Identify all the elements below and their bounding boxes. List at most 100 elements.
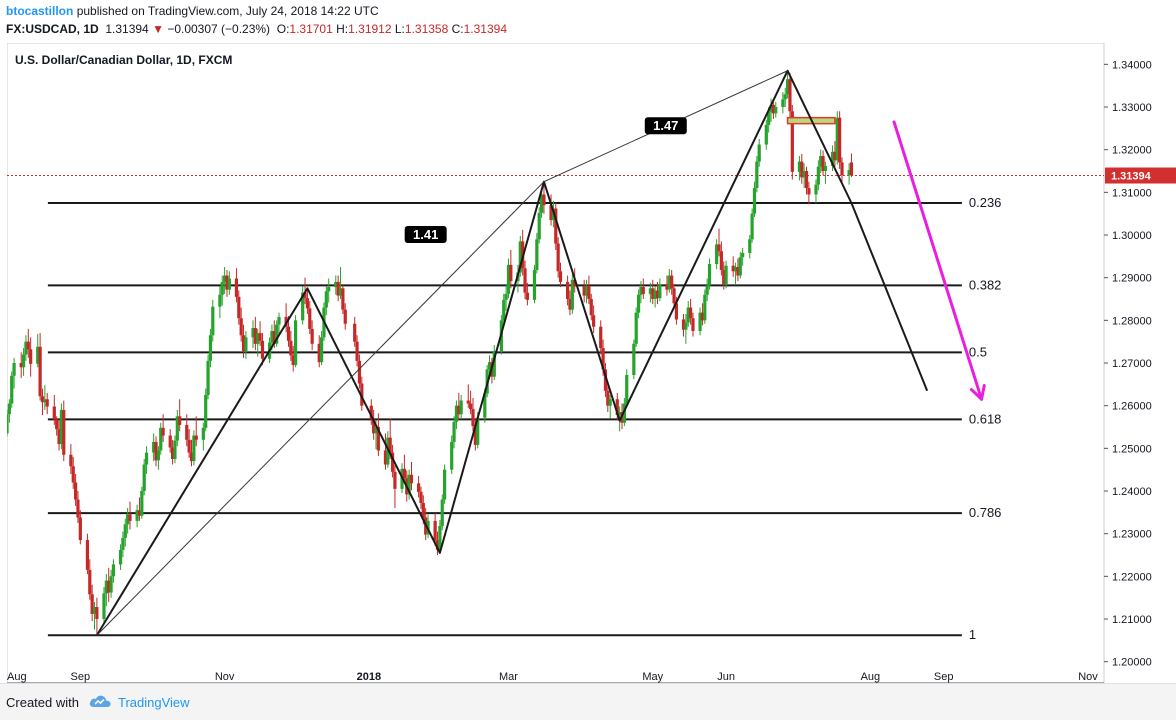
candle-body bbox=[253, 328, 257, 344]
candle-body bbox=[608, 399, 612, 406]
symbol-label: FX:USDCAD, 1D bbox=[6, 22, 99, 36]
candle-body bbox=[790, 111, 794, 172]
candle-body bbox=[634, 312, 638, 344]
candle-body bbox=[204, 395, 208, 428]
candle-body bbox=[175, 416, 179, 441]
price-axis-label: 1.32000 bbox=[1112, 145, 1152, 157]
candle-body bbox=[748, 239, 752, 253]
candle-body bbox=[733, 267, 738, 272]
candle-body bbox=[816, 166, 820, 185]
price-axis-label: 1.33000 bbox=[1112, 102, 1152, 114]
publish-line: btocastillon published on TradingView.co… bbox=[6, 4, 379, 18]
candle-body bbox=[819, 156, 823, 167]
footer: Created with TradingView bbox=[0, 683, 1176, 720]
candle-body bbox=[92, 607, 97, 614]
candle-body bbox=[833, 151, 837, 161]
price-axis-label: 1.30000 bbox=[1112, 230, 1152, 242]
candle-body bbox=[655, 290, 660, 299]
candle-body bbox=[69, 454, 73, 467]
candle-body bbox=[353, 323, 357, 342]
candle-body bbox=[121, 537, 125, 550]
candle-body bbox=[95, 607, 99, 619]
candle-body bbox=[457, 405, 461, 415]
change-down-icon: ▼ bbox=[152, 22, 164, 36]
chart-title: U.S. Dollar/Canadian Dollar, 1D, FXCM bbox=[15, 53, 232, 67]
candle-body bbox=[258, 333, 262, 341]
candle-body bbox=[88, 569, 92, 595]
candle-body bbox=[118, 549, 123, 565]
candle-body bbox=[26, 341, 30, 350]
candle-body bbox=[111, 564, 116, 577]
ohlc-line: FX:USDCAD, 1D 1.31394 ▼ −0.00307 (−0.23%… bbox=[6, 22, 507, 36]
candle-body bbox=[440, 499, 444, 526]
candle-body bbox=[849, 162, 854, 176]
candle-body bbox=[847, 170, 851, 176]
candle-body bbox=[771, 104, 775, 114]
candle-body bbox=[402, 468, 406, 479]
candle-body bbox=[38, 346, 42, 397]
time-axis-label: Sep bbox=[934, 671, 954, 683]
axes: 1.20000 1.21000 1.22000 1.23000 1.24000 1.250… bbox=[6, 59, 1176, 687]
candle-body bbox=[327, 287, 331, 292]
chart-svg[interactable]: U.S. Dollar/Canadian Dollar, 1D, FXCM 0.… bbox=[3, 42, 1176, 687]
candle-body bbox=[741, 252, 745, 258]
candle-body bbox=[840, 162, 844, 176]
candle-body bbox=[435, 540, 440, 550]
forecast-arrow-head bbox=[969, 384, 986, 401]
candle-body bbox=[584, 286, 589, 296]
candle-body bbox=[502, 299, 506, 321]
price-axis-label: 1.23000 bbox=[1112, 529, 1152, 541]
tradingview-cloud-icon[interactable] bbox=[88, 692, 112, 715]
candle-body bbox=[814, 184, 818, 195]
author-link[interactable]: btocastillon bbox=[6, 4, 74, 18]
candle-body bbox=[492, 351, 496, 377]
candle-body bbox=[651, 288, 655, 299]
candle-body bbox=[369, 405, 373, 420]
candle-body bbox=[220, 281, 224, 295]
candle-body bbox=[483, 393, 487, 418]
candle-body bbox=[421, 502, 425, 518]
candle-body bbox=[750, 213, 754, 240]
candle-body bbox=[211, 306, 215, 336]
candle-body bbox=[549, 205, 553, 221]
fib-level-label: 0.618 bbox=[969, 411, 1002, 426]
candle-body bbox=[29, 349, 33, 364]
fib-level-label: 1 bbox=[969, 627, 976, 642]
chart-area[interactable]: U.S. Dollar/Canadian Dollar, 1D, FXCM 0.… bbox=[3, 42, 1176, 687]
candle-body bbox=[625, 374, 629, 404]
candle-body bbox=[225, 275, 229, 290]
candle-body bbox=[291, 355, 295, 366]
candle-body bbox=[317, 343, 321, 363]
candle-body bbox=[36, 346, 40, 364]
candle-body bbox=[90, 594, 94, 614]
candle-body bbox=[152, 441, 156, 453]
candle-body bbox=[781, 99, 785, 107]
candle-body bbox=[797, 161, 802, 172]
candle-body bbox=[466, 400, 470, 404]
ratio-badge bbox=[404, 226, 447, 243]
candle-body bbox=[170, 447, 175, 459]
candle-body bbox=[376, 427, 380, 451]
fib-level-label: 0.382 bbox=[969, 277, 1002, 292]
candle-body bbox=[270, 331, 274, 343]
candle-body bbox=[324, 291, 328, 308]
time-axis-label: May bbox=[642, 671, 663, 683]
candle-body bbox=[537, 212, 541, 240]
candle-body bbox=[525, 292, 529, 300]
candle-body bbox=[107, 580, 111, 593]
candle-body bbox=[767, 112, 771, 125]
candle-body bbox=[24, 341, 28, 355]
candle-body bbox=[308, 308, 312, 329]
candle-body bbox=[45, 399, 49, 407]
candle-body bbox=[338, 288, 343, 296]
candle-body bbox=[305, 298, 310, 309]
candle-body bbox=[476, 417, 480, 445]
tradingview-brand-link[interactable]: TradingView bbox=[118, 695, 190, 710]
candle-body bbox=[554, 208, 558, 244]
time-axis-label: Aug bbox=[7, 671, 27, 683]
candle-body bbox=[769, 104, 773, 113]
candle-body bbox=[19, 363, 23, 368]
candle-body bbox=[320, 337, 324, 363]
chart-header: btocastillon published on TradingView.co… bbox=[0, 0, 1176, 42]
close-label: C: bbox=[451, 22, 464, 36]
